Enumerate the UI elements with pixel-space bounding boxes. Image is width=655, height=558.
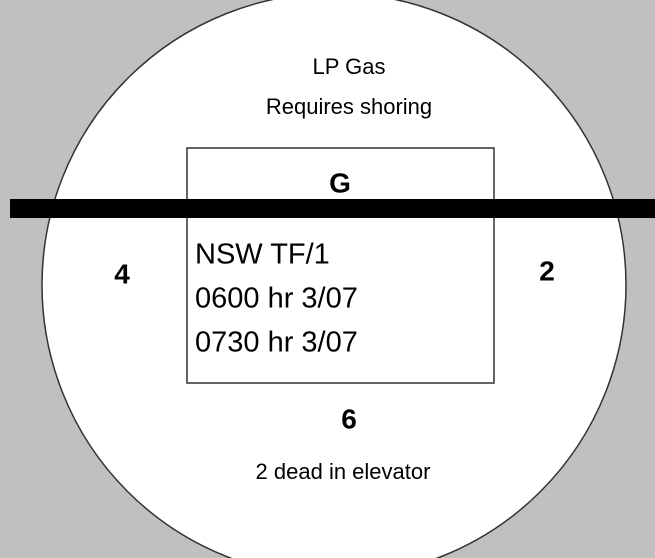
top-text: Requires shoring: [266, 94, 432, 119]
bottom-text: 2 dead in elevator: [256, 459, 431, 484]
box-top: G: [329, 167, 351, 198]
right-mark: 2: [539, 255, 555, 286]
circle: [41, 0, 627, 558]
box-line: 0730 hr 3/07: [195, 327, 358, 359]
left-mark: 4: [114, 258, 130, 289]
top-text: LP Gas: [313, 54, 386, 79]
box-line: 0600 hr 3/07: [195, 283, 358, 315]
horizontal-bar: [10, 199, 655, 218]
box: [186, 147, 495, 384]
box-line: NSW TF/1: [195, 239, 330, 271]
bottom-mark: 6: [341, 403, 357, 434]
